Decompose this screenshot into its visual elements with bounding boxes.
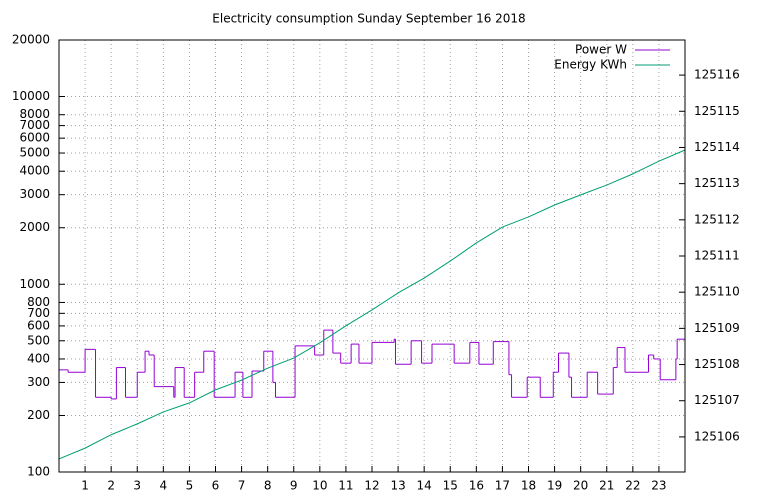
plot-border <box>58 39 686 473</box>
y-tick-label: 1000 <box>19 277 50 291</box>
x-tick-label: 4 <box>160 479 168 493</box>
x-tick-label: 21 <box>599 479 614 493</box>
y2-tick-label: 125116 <box>694 68 740 82</box>
x-tick-label: 14 <box>417 479 432 493</box>
y2-tick-label: 125112 <box>694 212 740 226</box>
y2-tick-label: 125106 <box>694 429 740 443</box>
x-tick-label: 12 <box>364 479 379 493</box>
y-tick-label: 100 <box>27 465 50 479</box>
y2-tick-label: 125109 <box>694 321 740 335</box>
y2-tick-label: 125111 <box>694 249 740 263</box>
x-tick-label: 8 <box>264 479 272 493</box>
series-line <box>58 149 686 460</box>
y-tick-label: 300 <box>27 375 50 389</box>
x-tick-label: 15 <box>443 479 458 493</box>
x-tick-label: 10 <box>312 479 327 493</box>
x-tick-label: 5 <box>186 479 194 493</box>
y-tick-label: 7000 <box>19 118 50 132</box>
y-tick-label: 200 <box>27 408 50 422</box>
y2-tick-label: 125113 <box>694 176 740 190</box>
x-tick-label: 13 <box>390 479 405 493</box>
y-tick-label: 3000 <box>19 187 50 201</box>
x-tick-label: 23 <box>651 479 666 493</box>
chart-title: Electricity consumption Sunday September… <box>212 12 525 26</box>
x-tick-label: 22 <box>625 479 640 493</box>
y2-tick-label: 125107 <box>694 393 740 407</box>
x-tick-label: 7 <box>238 479 246 493</box>
y2-tick-label: 125108 <box>694 357 740 371</box>
y-tick-label: 2000 <box>19 220 50 234</box>
x-tick-label: 20 <box>573 479 588 493</box>
x-tick-label: 9 <box>290 479 298 493</box>
y2-tick-label: 125110 <box>694 285 740 299</box>
y-tick-label: 5000 <box>19 146 50 160</box>
y-tick-label: 700 <box>27 306 50 320</box>
x-tick-label: 16 <box>469 479 484 493</box>
y-tick-label: 6000 <box>19 131 50 145</box>
x-tick-label: 19 <box>547 479 562 493</box>
y-tick-label: 8000 <box>19 107 50 121</box>
x-tick-label: 1 <box>81 479 89 493</box>
y2-tick-label: 125115 <box>694 104 740 118</box>
x-tick-label: 6 <box>212 479 220 493</box>
y-tick-label: 600 <box>27 318 50 332</box>
y-tick-label: 20000 <box>12 33 50 47</box>
legend-label: Energy KWh <box>554 58 627 72</box>
x-tick-label: 18 <box>521 479 536 493</box>
y-tick-label: 800 <box>27 295 50 309</box>
x-tick-label: 2 <box>107 479 115 493</box>
y-tick-label: 400 <box>27 351 50 365</box>
legend-label: Power W <box>575 43 627 57</box>
y-tick-label: 4000 <box>19 164 50 178</box>
x-tick-label: 3 <box>133 479 141 493</box>
y-tick-label: 500 <box>27 333 50 347</box>
x-tick-label: 11 <box>338 479 353 493</box>
y2-tick-label: 125114 <box>694 140 740 154</box>
x-tick-label: 17 <box>495 479 510 493</box>
y-tick-label: 10000 <box>12 89 50 103</box>
